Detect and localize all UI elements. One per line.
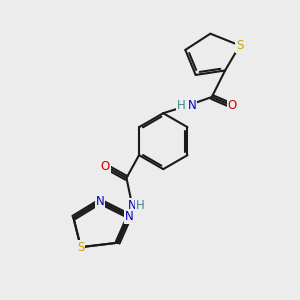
Text: S: S xyxy=(77,241,85,254)
Text: H: H xyxy=(177,99,186,112)
Text: S: S xyxy=(236,39,244,52)
Text: N: N xyxy=(128,200,137,212)
Text: O: O xyxy=(100,160,110,173)
Text: N: N xyxy=(96,195,104,208)
Text: O: O xyxy=(228,99,237,112)
Text: H: H xyxy=(136,200,145,212)
Text: N: N xyxy=(125,210,134,223)
Text: N: N xyxy=(188,99,197,112)
